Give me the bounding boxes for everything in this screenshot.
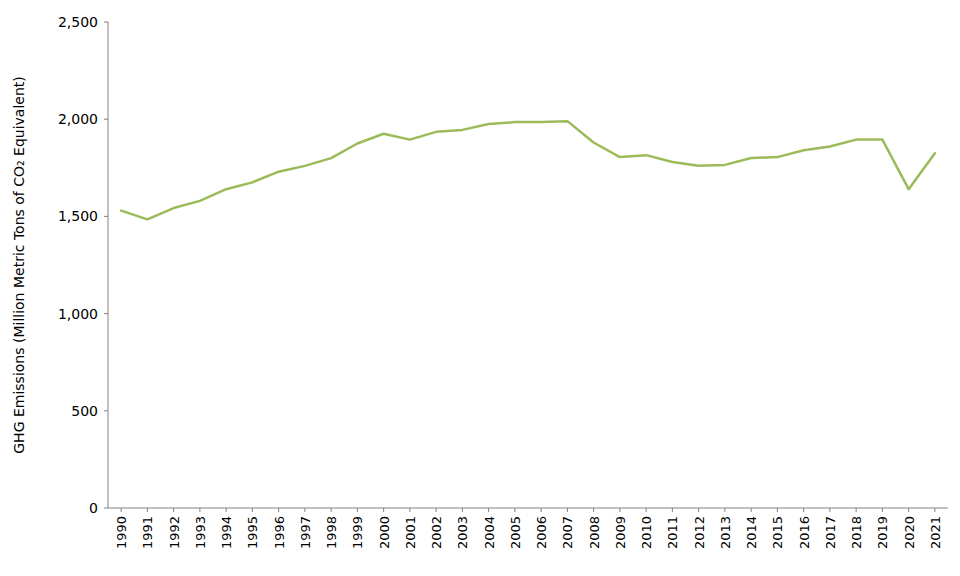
x-tick [304, 508, 305, 512]
x-tick [488, 508, 489, 512]
x-tick [541, 508, 542, 512]
x-tick [856, 508, 857, 512]
x-tick [462, 508, 463, 512]
x-tick-label: 2005 [508, 516, 523, 549]
x-tick-label: 1996 [272, 516, 287, 549]
x-tick-label: 2015 [770, 516, 785, 549]
x-tick [593, 508, 594, 512]
y-tick-label: 1,500 [58, 208, 98, 224]
x-tick-label: 2001 [403, 516, 418, 549]
x-tick [882, 508, 883, 512]
x-tick [619, 508, 620, 512]
x-tick [934, 508, 935, 512]
x-tick-label: 2020 [902, 516, 917, 549]
x-tick-label: 2019 [875, 516, 890, 549]
x-tick-label: 2007 [560, 516, 575, 549]
x-tick [173, 508, 174, 512]
x-tick [751, 508, 752, 512]
y-axis-label: GHG Emissions (Million Metric Tons of CO… [11, 76, 27, 454]
x-tick-label: 2012 [692, 516, 707, 549]
x-tick [121, 508, 122, 512]
x-tick [331, 508, 332, 512]
x-tick-label: 2014 [744, 516, 759, 549]
x-tick-label: 1998 [324, 516, 339, 549]
x-tick-label: 2010 [639, 516, 654, 549]
data-line [121, 121, 935, 219]
x-tick-label: 1991 [140, 516, 155, 549]
x-tick-label: 1994 [219, 516, 234, 549]
x-tick-label: 1995 [245, 516, 260, 549]
x-tick [514, 508, 515, 512]
y-tick [104, 313, 108, 314]
y-tick [104, 119, 108, 120]
x-tick-label: 1999 [350, 516, 365, 549]
x-tick [278, 508, 279, 512]
x-tick-label: 1990 [114, 516, 129, 549]
x-tick [226, 508, 227, 512]
x-tick [199, 508, 200, 512]
x-tick [672, 508, 673, 512]
x-tick-label: 2004 [482, 516, 497, 549]
y-tick-label: 1,000 [58, 306, 98, 322]
x-tick [383, 508, 384, 512]
y-tick [104, 22, 108, 23]
x-tick-label: 2011 [665, 516, 680, 549]
x-tick [147, 508, 148, 512]
chart: 0 500 1,000 1,500 2,000 2,500 1990 1991 1992 1993… [0, 0, 960, 576]
x-tick [908, 508, 909, 512]
y-tick [104, 216, 108, 217]
x-tick-label: 1992 [167, 516, 182, 549]
y-tick-label: 2,000 [58, 111, 98, 127]
x-tick [567, 508, 568, 512]
y-tick [104, 508, 108, 509]
x-tick [803, 508, 804, 512]
y-axis [108, 22, 109, 508]
x-tick-label: 2008 [587, 516, 602, 549]
plot-area [121, 121, 935, 219]
x-axis [108, 508, 948, 509]
x-tick-label: 2017 [823, 516, 838, 549]
x-tick [698, 508, 699, 512]
x-tick [357, 508, 358, 512]
x-tick-label: 2021 [928, 516, 943, 549]
x-tick-label: 2003 [455, 516, 470, 549]
x-tick [409, 508, 410, 512]
x-tick [646, 508, 647, 512]
x-tick [724, 508, 725, 512]
x-tick-label: 2002 [429, 516, 444, 549]
x-tick [252, 508, 253, 512]
x-tick [777, 508, 778, 512]
y-tick [104, 410, 108, 411]
x-tick [829, 508, 830, 512]
y-tick-label: 2,500 [58, 14, 98, 30]
x-tick-label: 1997 [298, 516, 313, 549]
x-tick-label: 2016 [797, 516, 812, 549]
x-tick-label: 2013 [718, 516, 733, 549]
x-tick [436, 508, 437, 512]
y-tick-label: 0 [89, 500, 98, 516]
x-tick-label: 2009 [613, 516, 628, 549]
x-tick-label: 2006 [534, 516, 549, 549]
x-tick-label: 1993 [193, 516, 208, 549]
x-tick-label: 2018 [849, 516, 864, 549]
y-tick-label: 500 [71, 403, 98, 419]
x-tick-label: 2000 [377, 516, 392, 549]
